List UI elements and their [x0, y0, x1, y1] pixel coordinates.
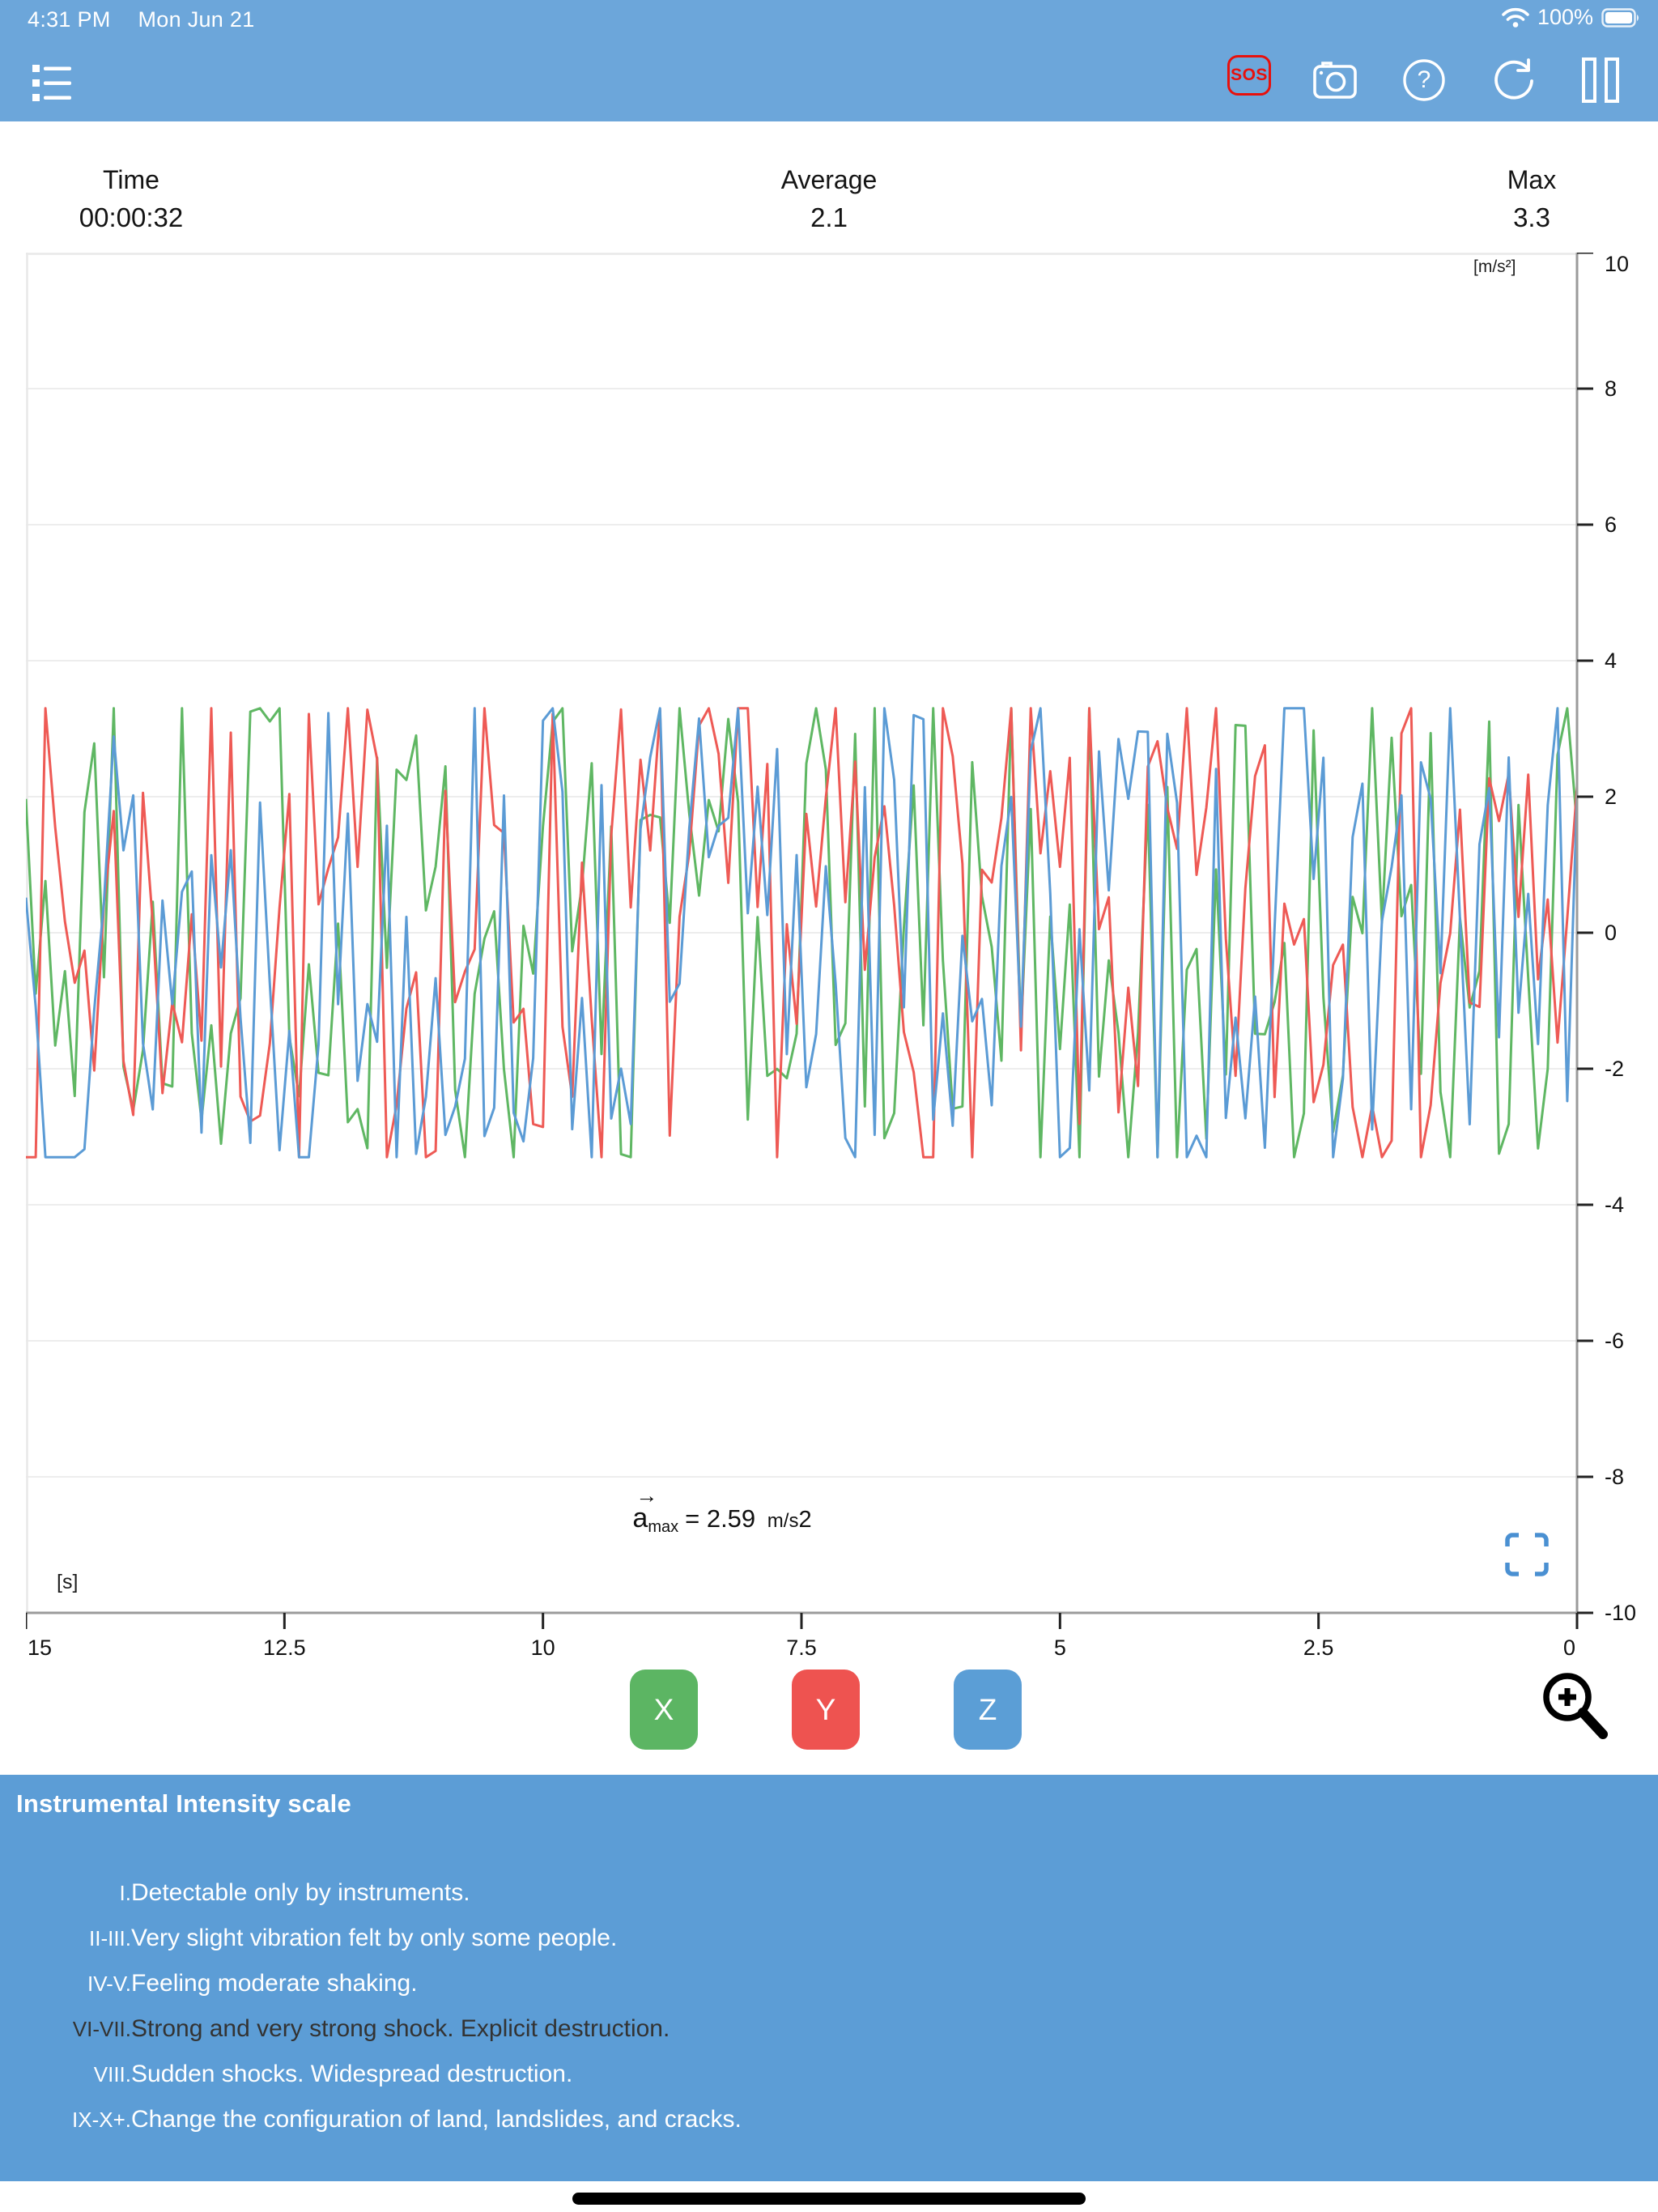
intensity-item: I.Detectable only by instruments.	[10, 1870, 1642, 1916]
pause-icon[interactable]	[1580, 57, 1622, 104]
axis-z-label: Z	[978, 1692, 997, 1726]
intensity-item: IV-V.Feeling moderate shaking.	[10, 1961, 1642, 2006]
status-date: Mon Jun 21	[138, 7, 255, 32]
intensity-item: II-III.Very slight vibration felt by onl…	[10, 1916, 1642, 1961]
intensity-text: Feeling moderate shaking.	[131, 1970, 418, 1997]
amax-subscript: max	[648, 1518, 679, 1536]
y-tick-label: -4	[1605, 1193, 1624, 1217]
intensity-text: Strong and very strong shock. Explicit d…	[131, 2015, 670, 2042]
amax-annotation: a → max = 2.59 m/s2	[632, 1483, 812, 1537]
stat-max-value: 3.3	[1513, 202, 1550, 232]
camera-screenshot-icon[interactable]	[1312, 57, 1358, 100]
status-clock: 4:31 PM	[28, 7, 111, 32]
status-time-date: 4:31 PM Mon Jun 21	[28, 7, 255, 32]
x-axis-unit-label: [s]	[57, 1571, 79, 1593]
battery-icon	[1601, 7, 1639, 28]
y-tick-label: 4	[1605, 649, 1617, 673]
axis-x-button[interactable]: X	[630, 1670, 698, 1750]
waveform-chart[interactable]: 10 8 6 4 2 0 -2 -4 -6 -8 -10 15 12.5 10 7.5 5 2.5 0	[24, 251, 1658, 1661]
vector-arrow: →	[636, 1483, 658, 1508]
wifi-icon	[1502, 7, 1529, 28]
stat-average-value: 2.1	[810, 202, 848, 232]
x-tick-label: 10	[531, 1636, 555, 1660]
sos-label: SOS	[1231, 66, 1268, 84]
intensity-text: Detectable only by instruments.	[131, 1879, 470, 1906]
stat-max-label: Max	[1507, 165, 1557, 194]
intensity-item: VI-VII.Strong and very strong shock. Exp…	[10, 2006, 1642, 2052]
intensity-item: IX-X+.Change the configuration of land, …	[10, 2097, 1642, 2142]
y-axis-ticks: 10 8 6 4 2 0 -2 -4 -6 -8 -10	[1577, 251, 1636, 1625]
stat-elapsed-time: Time 00:00:32	[26, 165, 236, 233]
battery-percent: 100%	[1537, 5, 1593, 29]
stat-time-label: Time	[103, 165, 159, 194]
y-tick-label: 6	[1605, 513, 1617, 537]
amax-variable: a →	[632, 1483, 658, 1534]
header-bar: 4:31 PM Mon Jun 21 100%	[0, 0, 1658, 121]
intensity-text: Change the configuration of land, landsl…	[131, 2106, 742, 2133]
amax-value: = 2.59	[685, 1504, 756, 1533]
stat-average: Average 2.1	[724, 165, 934, 233]
fullscreen-expand-icon[interactable]	[1504, 1532, 1550, 1577]
y-tick-label: 10	[1605, 253, 1629, 276]
x-tick-label: 5	[1054, 1636, 1066, 1660]
intensity-numeral: I.	[119, 1881, 131, 1905]
series-Z-line	[24, 707, 1579, 1159]
x-tick-label: 15	[28, 1636, 52, 1660]
sos-button[interactable]: SOS	[1227, 55, 1271, 96]
waveform-series	[24, 707, 1579, 1159]
intensity-numeral: IX-X+.	[72, 2108, 131, 2132]
stat-average-label: Average	[780, 165, 878, 194]
refresh-icon[interactable]	[1491, 57, 1538, 104]
intensity-numeral: VI-VII.	[72, 2017, 131, 2041]
y-tick-label: -10	[1605, 1601, 1636, 1625]
y-tick-label: -8	[1605, 1465, 1624, 1489]
intensity-panel-title: Instrumental Intensity scale	[16, 1789, 351, 1818]
x-axis-ticks: 15 12.5 10 7.5 5 2.5 0	[24, 1613, 1579, 1660]
intensity-text: Very slight vibration felt by only some …	[131, 1925, 618, 1951]
y-tick-label: 2	[1605, 785, 1617, 809]
intensity-items: I.Detectable only by instruments. II-III…	[10, 1870, 1642, 2142]
y-tick-label: 0	[1605, 921, 1617, 945]
x-tick-label: 0	[1563, 1636, 1575, 1660]
intensity-numeral: IV-V.	[87, 1972, 131, 1996]
help-icon[interactable]: ?	[1402, 58, 1446, 102]
chart-area[interactable]: 10 8 6 4 2 0 -2 -4 -6 -8 -10 15 12.5 10 7.5 5 2.5 0	[24, 251, 1658, 1661]
status-bar: 4:31 PM Mon Jun 21 100%	[0, 0, 1658, 36]
stat-time-value: 00:00:32	[79, 202, 184, 232]
intensity-text: Sudden shocks. Widespread destruction.	[131, 2061, 573, 2087]
x-tick-label: 7.5	[786, 1636, 817, 1660]
axis-y-button[interactable]: Y	[792, 1670, 860, 1750]
zoom-magnifier-icon[interactable]	[1537, 1668, 1614, 1746]
chart-gridlines	[26, 388, 1577, 1478]
intensity-scale-panel: Instrumental Intensity scale I.Detectabl…	[0, 1775, 1658, 2181]
svg-text:?: ?	[1418, 66, 1431, 93]
x-tick-label: 2.5	[1303, 1636, 1334, 1660]
axis-z-button[interactable]: Z	[954, 1670, 1022, 1750]
intensity-numeral: II-III.	[89, 1926, 131, 1950]
amax-unit: m/s	[767, 1510, 799, 1532]
series-Y-line	[26, 707, 1579, 1159]
y-axis-unit-label: [m/s²]	[1473, 257, 1516, 276]
menu-list-icon[interactable]	[31, 62, 73, 104]
amax-unit-exponent: 2	[798, 1507, 812, 1533]
intensity-numeral: VIII.	[93, 2062, 131, 2087]
y-tick-label: -2	[1605, 1057, 1624, 1081]
x-tick-label: 12.5	[263, 1636, 306, 1660]
axis-x-label: X	[653, 1692, 674, 1726]
home-indicator[interactable]	[572, 2193, 1086, 2205]
y-tick-label: 8	[1605, 376, 1617, 401]
axis-y-label: Y	[815, 1692, 836, 1726]
y-tick-label: -6	[1605, 1329, 1624, 1353]
stat-max: Max 3.3	[1426, 165, 1637, 233]
intensity-item: VIII.Sudden shocks. Widespread destructi…	[10, 2052, 1642, 2097]
